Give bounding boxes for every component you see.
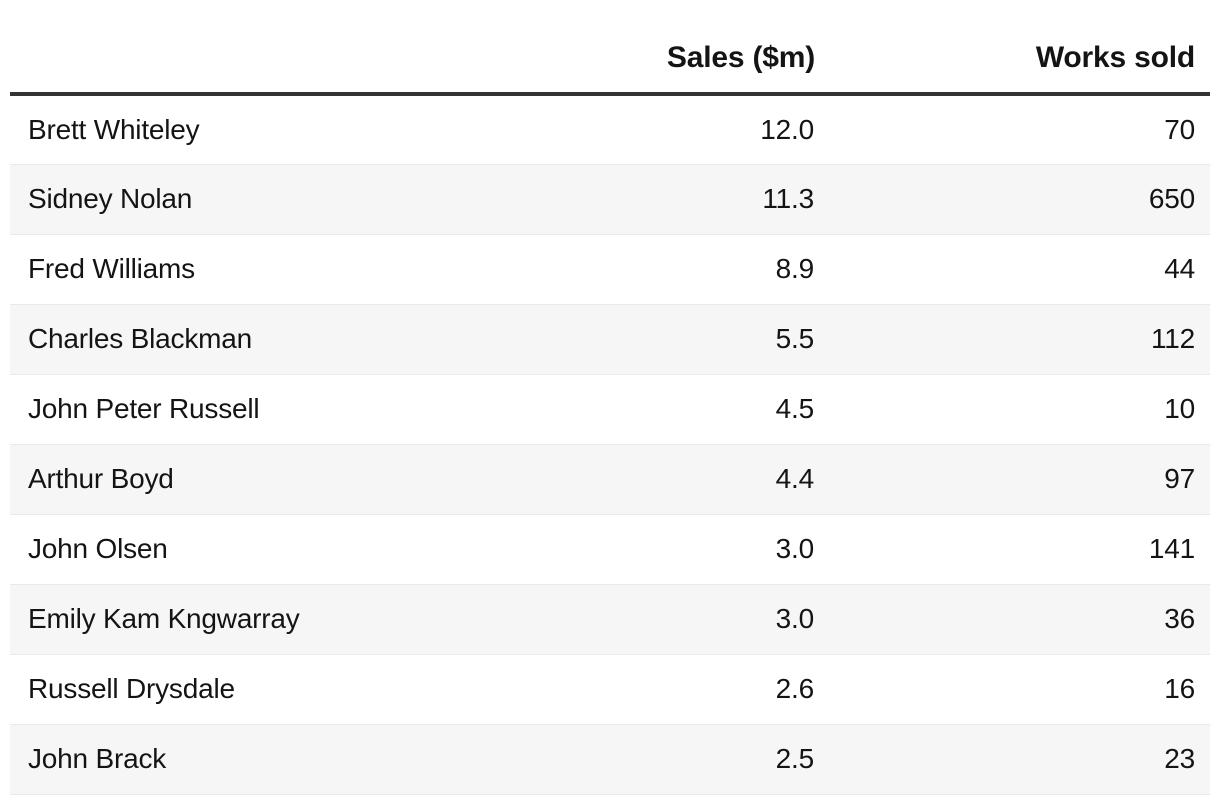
sales-cell: 12.0 <box>490 94 815 165</box>
artist-name-cell: Arthur Boyd <box>10 444 490 515</box>
sales-cell: 5.5 <box>490 304 815 375</box>
sales-cell: 3.0 <box>490 514 815 585</box>
table-row: Charles Blackman 5.5 112 <box>10 304 1210 375</box>
works-sold-cell: 112 <box>815 304 1210 375</box>
table-row: John Olsen 3.0 141 <box>10 514 1210 585</box>
column-header-artist <box>10 0 490 96</box>
artist-name-cell: Emily Kam Kngwarray <box>10 584 490 655</box>
works-sold-cell: 44 <box>815 234 1210 305</box>
artist-name-cell: Charles Blackman <box>10 304 490 375</box>
table-row: Emily Kam Kngwarray 3.0 36 <box>10 584 1210 655</box>
header-row: Sales ($m) Works sold <box>10 0 1210 96</box>
works-sold-cell: 97 <box>815 444 1210 515</box>
works-sold-cell: 16 <box>815 654 1210 725</box>
table-row: Russell Drysdale 2.6 16 <box>10 654 1210 725</box>
table-body: Brett Whiteley 12.0 70 Sidney Nolan 11.3… <box>10 94 1210 795</box>
sales-cell: 11.3 <box>490 164 815 235</box>
sales-cell: 8.9 <box>490 234 815 305</box>
table-header: Sales ($m) Works sold <box>10 0 1210 96</box>
table-row: Arthur Boyd 4.4 97 <box>10 444 1210 515</box>
sales-cell: 4.5 <box>490 374 815 445</box>
table-row: Brett Whiteley 12.0 70 <box>10 94 1210 165</box>
artist-name-cell: Fred Williams <box>10 234 490 305</box>
artist-name-cell: Russell Drysdale <box>10 654 490 725</box>
table-container: Sales ($m) Works sold Brett Whiteley 12.… <box>10 0 1210 795</box>
table-row: John Brack 2.5 23 <box>10 724 1210 795</box>
table-row: Sidney Nolan 11.3 650 <box>10 164 1210 235</box>
works-sold-cell: 141 <box>815 514 1210 585</box>
sales-cell: 2.6 <box>490 654 815 725</box>
column-header-works-sold: Works sold <box>815 0 1210 96</box>
artist-name-cell: Brett Whiteley <box>10 94 490 165</box>
table-row: John Peter Russell 4.5 10 <box>10 374 1210 445</box>
artist-name-cell: John Peter Russell <box>10 374 490 445</box>
works-sold-cell: 10 <box>815 374 1210 445</box>
sales-cell: 2.5 <box>490 724 815 795</box>
works-sold-cell: 650 <box>815 164 1210 235</box>
artists-sales-table: Sales ($m) Works sold Brett Whiteley 12.… <box>10 0 1210 795</box>
artist-name-cell: Sidney Nolan <box>10 164 490 235</box>
sales-cell: 3.0 <box>490 584 815 655</box>
works-sold-cell: 70 <box>815 94 1210 165</box>
artist-name-cell: John Brack <box>10 724 490 795</box>
sales-cell: 4.4 <box>490 444 815 515</box>
artist-name-cell: John Olsen <box>10 514 490 585</box>
column-header-sales: Sales ($m) <box>490 0 815 96</box>
works-sold-cell: 23 <box>815 724 1210 795</box>
table-row: Fred Williams 8.9 44 <box>10 234 1210 305</box>
works-sold-cell: 36 <box>815 584 1210 655</box>
